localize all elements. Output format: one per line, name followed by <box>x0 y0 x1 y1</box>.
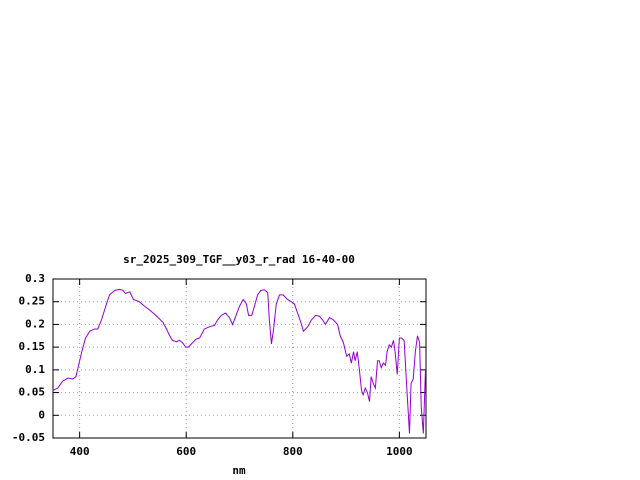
x-axis-label: nm <box>232 464 246 477</box>
y-tick-label: 0.2 <box>25 317 45 330</box>
y-tick-label: 0.1 <box>25 363 45 376</box>
y-tick-label: 0.3 <box>25 272 45 285</box>
x-tick-label: 600 <box>176 445 196 458</box>
x-tick-label: 800 <box>283 445 303 458</box>
x-tick-label: 400 <box>70 445 90 458</box>
x-tick-label: 1000 <box>386 445 413 458</box>
y-tick-label: 0.25 <box>19 295 46 308</box>
chart-title: sr_2025_309_TGF__y03_r_rad 16-40-00 <box>123 253 355 266</box>
y-tick-label: 0 <box>38 408 45 421</box>
data-line <box>52 288 426 434</box>
y-tick-label: -0.05 <box>12 431 45 444</box>
plot-border <box>52 278 427 439</box>
y-tick-label: 0.05 <box>19 386 46 399</box>
y-tick-label: 0.15 <box>19 340 46 353</box>
